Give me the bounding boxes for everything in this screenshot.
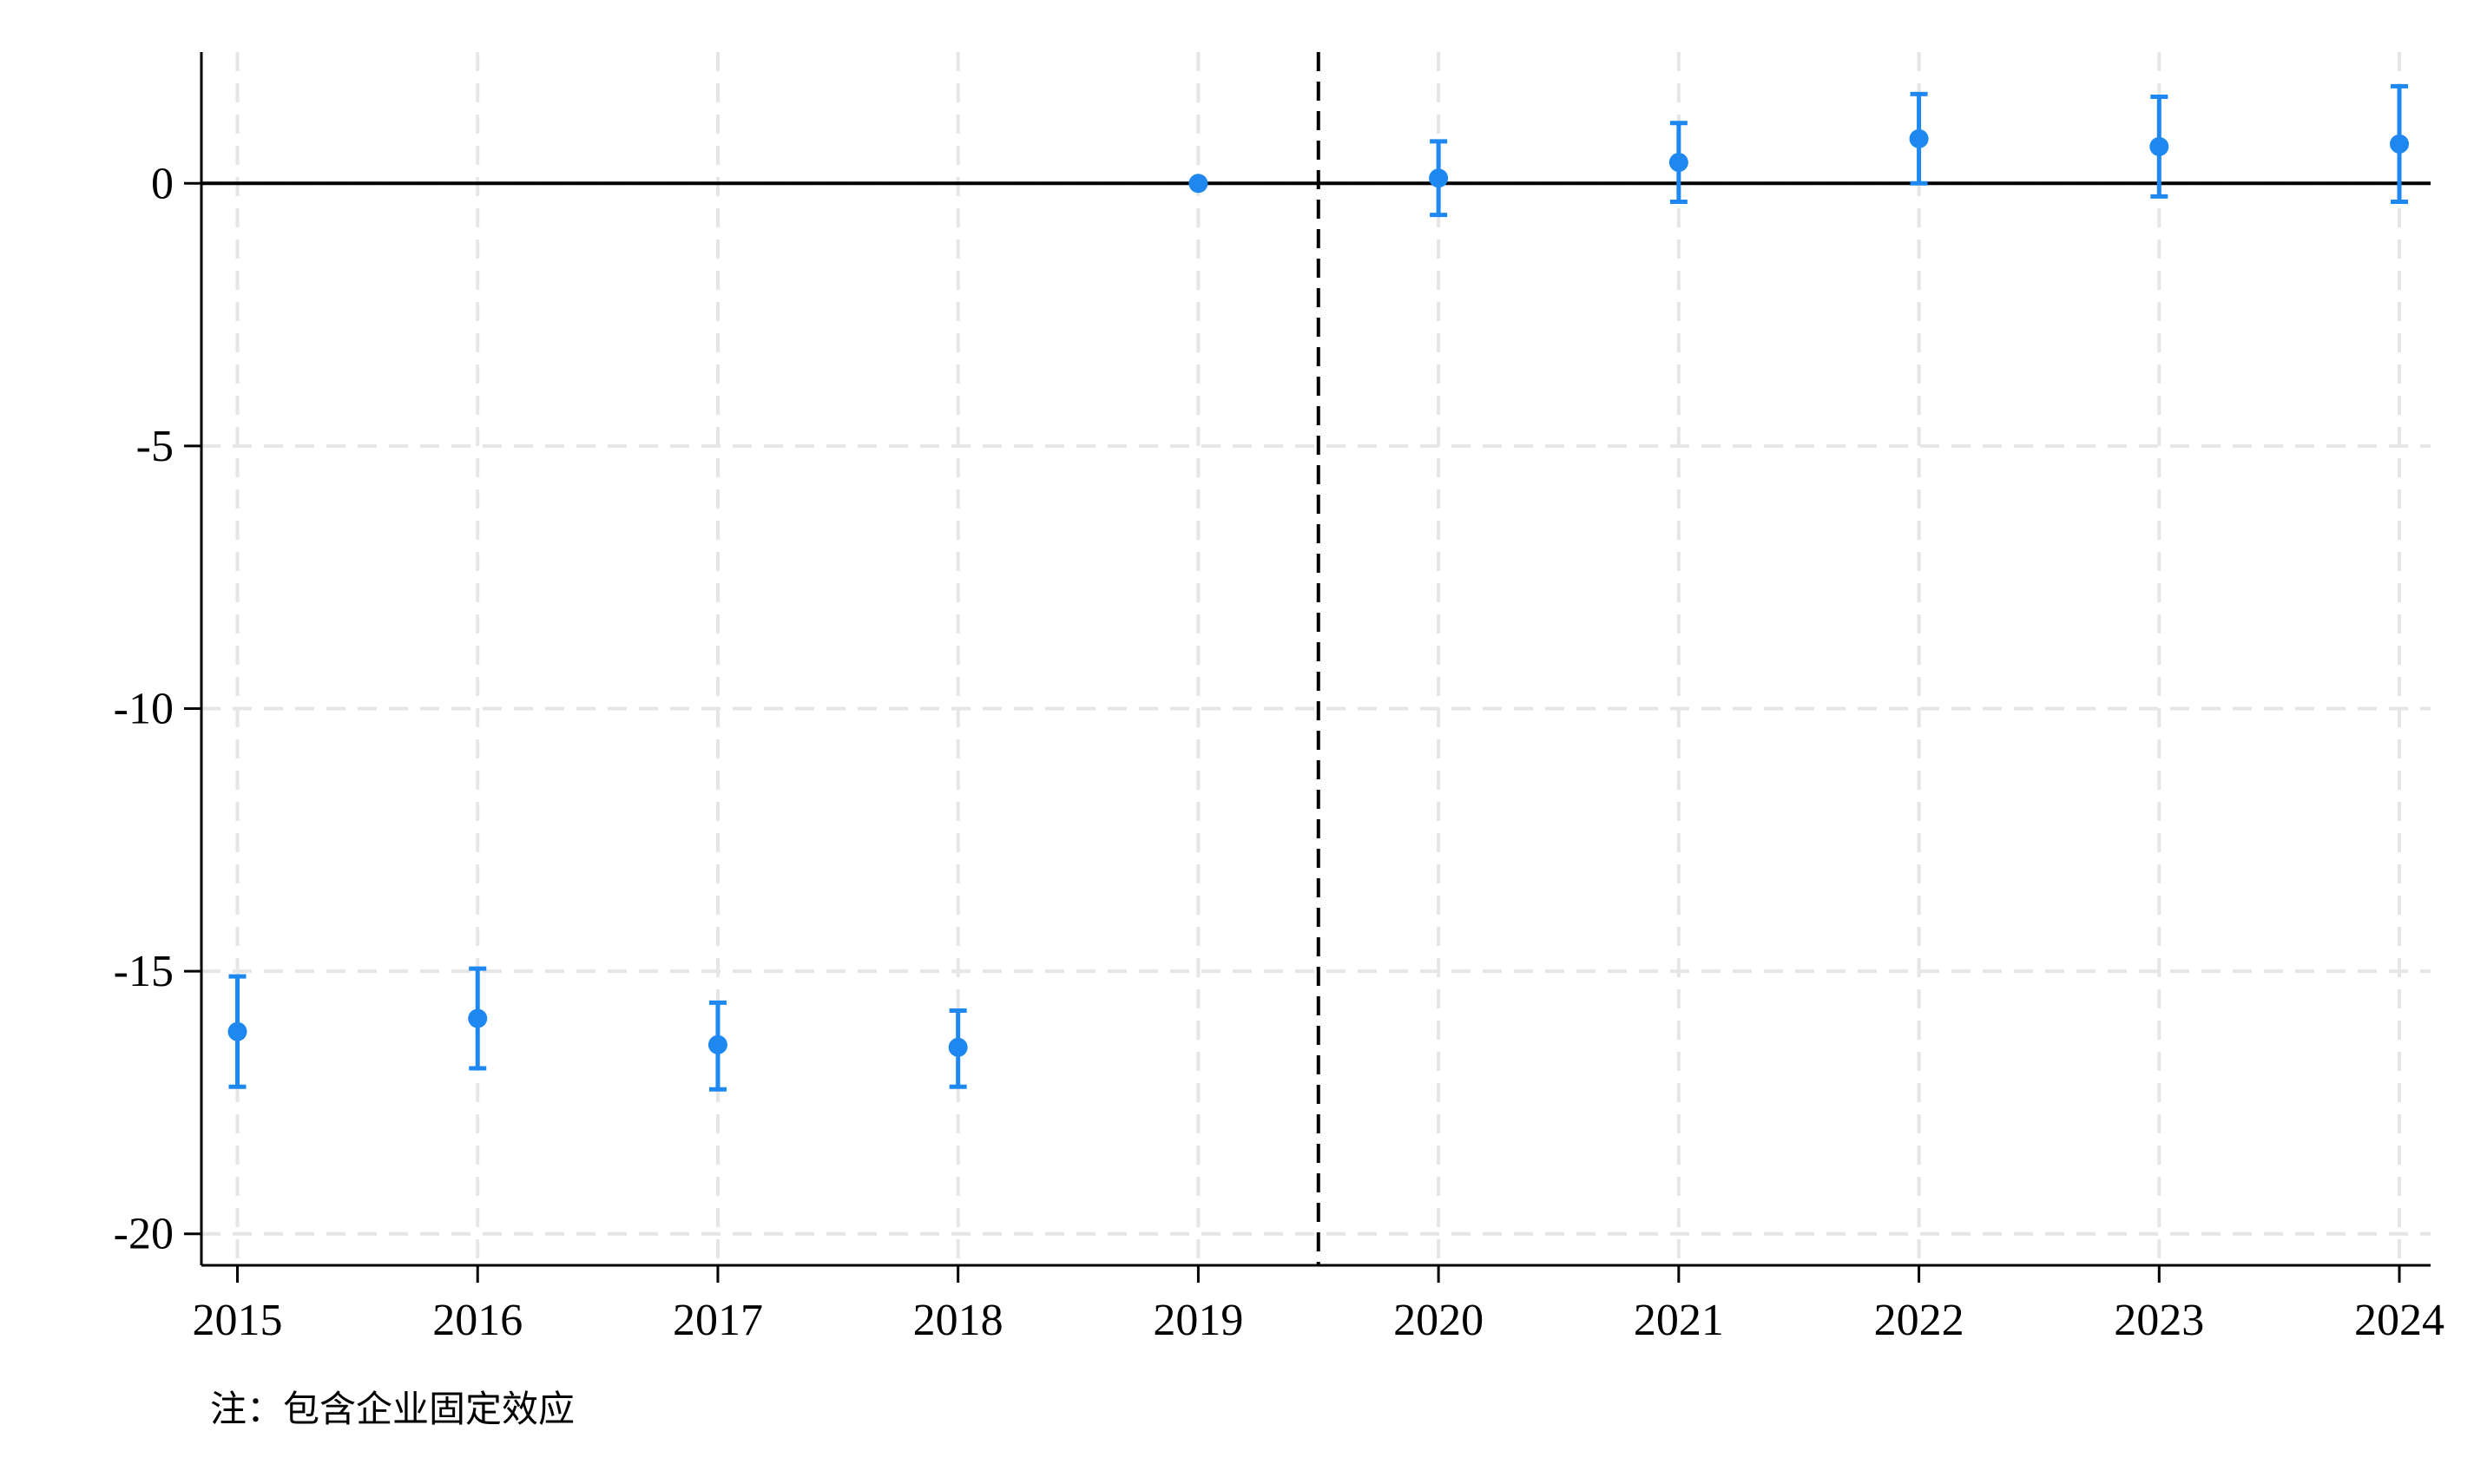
- chart-note: 注：包含企业固定效应: [210, 1388, 575, 1430]
- point-estimate: [1909, 128, 1929, 148]
- y-axis-ticks: 0 -5 -10 -15 -20: [114, 159, 201, 1259]
- x-tick-label: 2022: [1874, 1296, 1964, 1345]
- y-tick-label: -20: [114, 1210, 174, 1259]
- x-axis-ticks: 2015 2016 2017 2018 2019 2020 2021 2022 2023 2024: [193, 1265, 2444, 1345]
- x-tick-label: 2019: [1153, 1296, 1243, 1345]
- point-estimate: [1429, 168, 1449, 188]
- grid-lines: [201, 52, 2431, 1265]
- point-estimate: [468, 1008, 488, 1028]
- x-tick-label: 2020: [1393, 1296, 1484, 1345]
- point-estimate: [707, 1034, 727, 1054]
- x-tick-label: 2015: [193, 1296, 283, 1345]
- point-estimate: [227, 1021, 247, 1041]
- y-tick-label: -15: [114, 947, 174, 996]
- reference-lines: [201, 52, 2431, 1265]
- x-tick-label: 2024: [2354, 1296, 2444, 1345]
- point-estimate: [948, 1037, 968, 1057]
- point-estimate: [1668, 153, 1688, 173]
- x-tick-label: 2017: [673, 1296, 763, 1345]
- y-tick-label: -5: [136, 422, 174, 471]
- point-estimate: [2390, 134, 2410, 154]
- y-tick-label: -10: [114, 684, 174, 733]
- x-tick-label: 2018: [913, 1296, 1003, 1345]
- x-tick-label: 2021: [1634, 1296, 1724, 1345]
- x-tick-label: 2023: [2114, 1296, 2204, 1345]
- axes: [200, 52, 2431, 1267]
- y-tick-label: 0: [151, 159, 174, 208]
- point-estimate: [1188, 174, 1208, 194]
- point-estimate: [2149, 136, 2169, 156]
- point-estimates: [227, 128, 2410, 1057]
- x-tick-label: 2016: [432, 1296, 523, 1345]
